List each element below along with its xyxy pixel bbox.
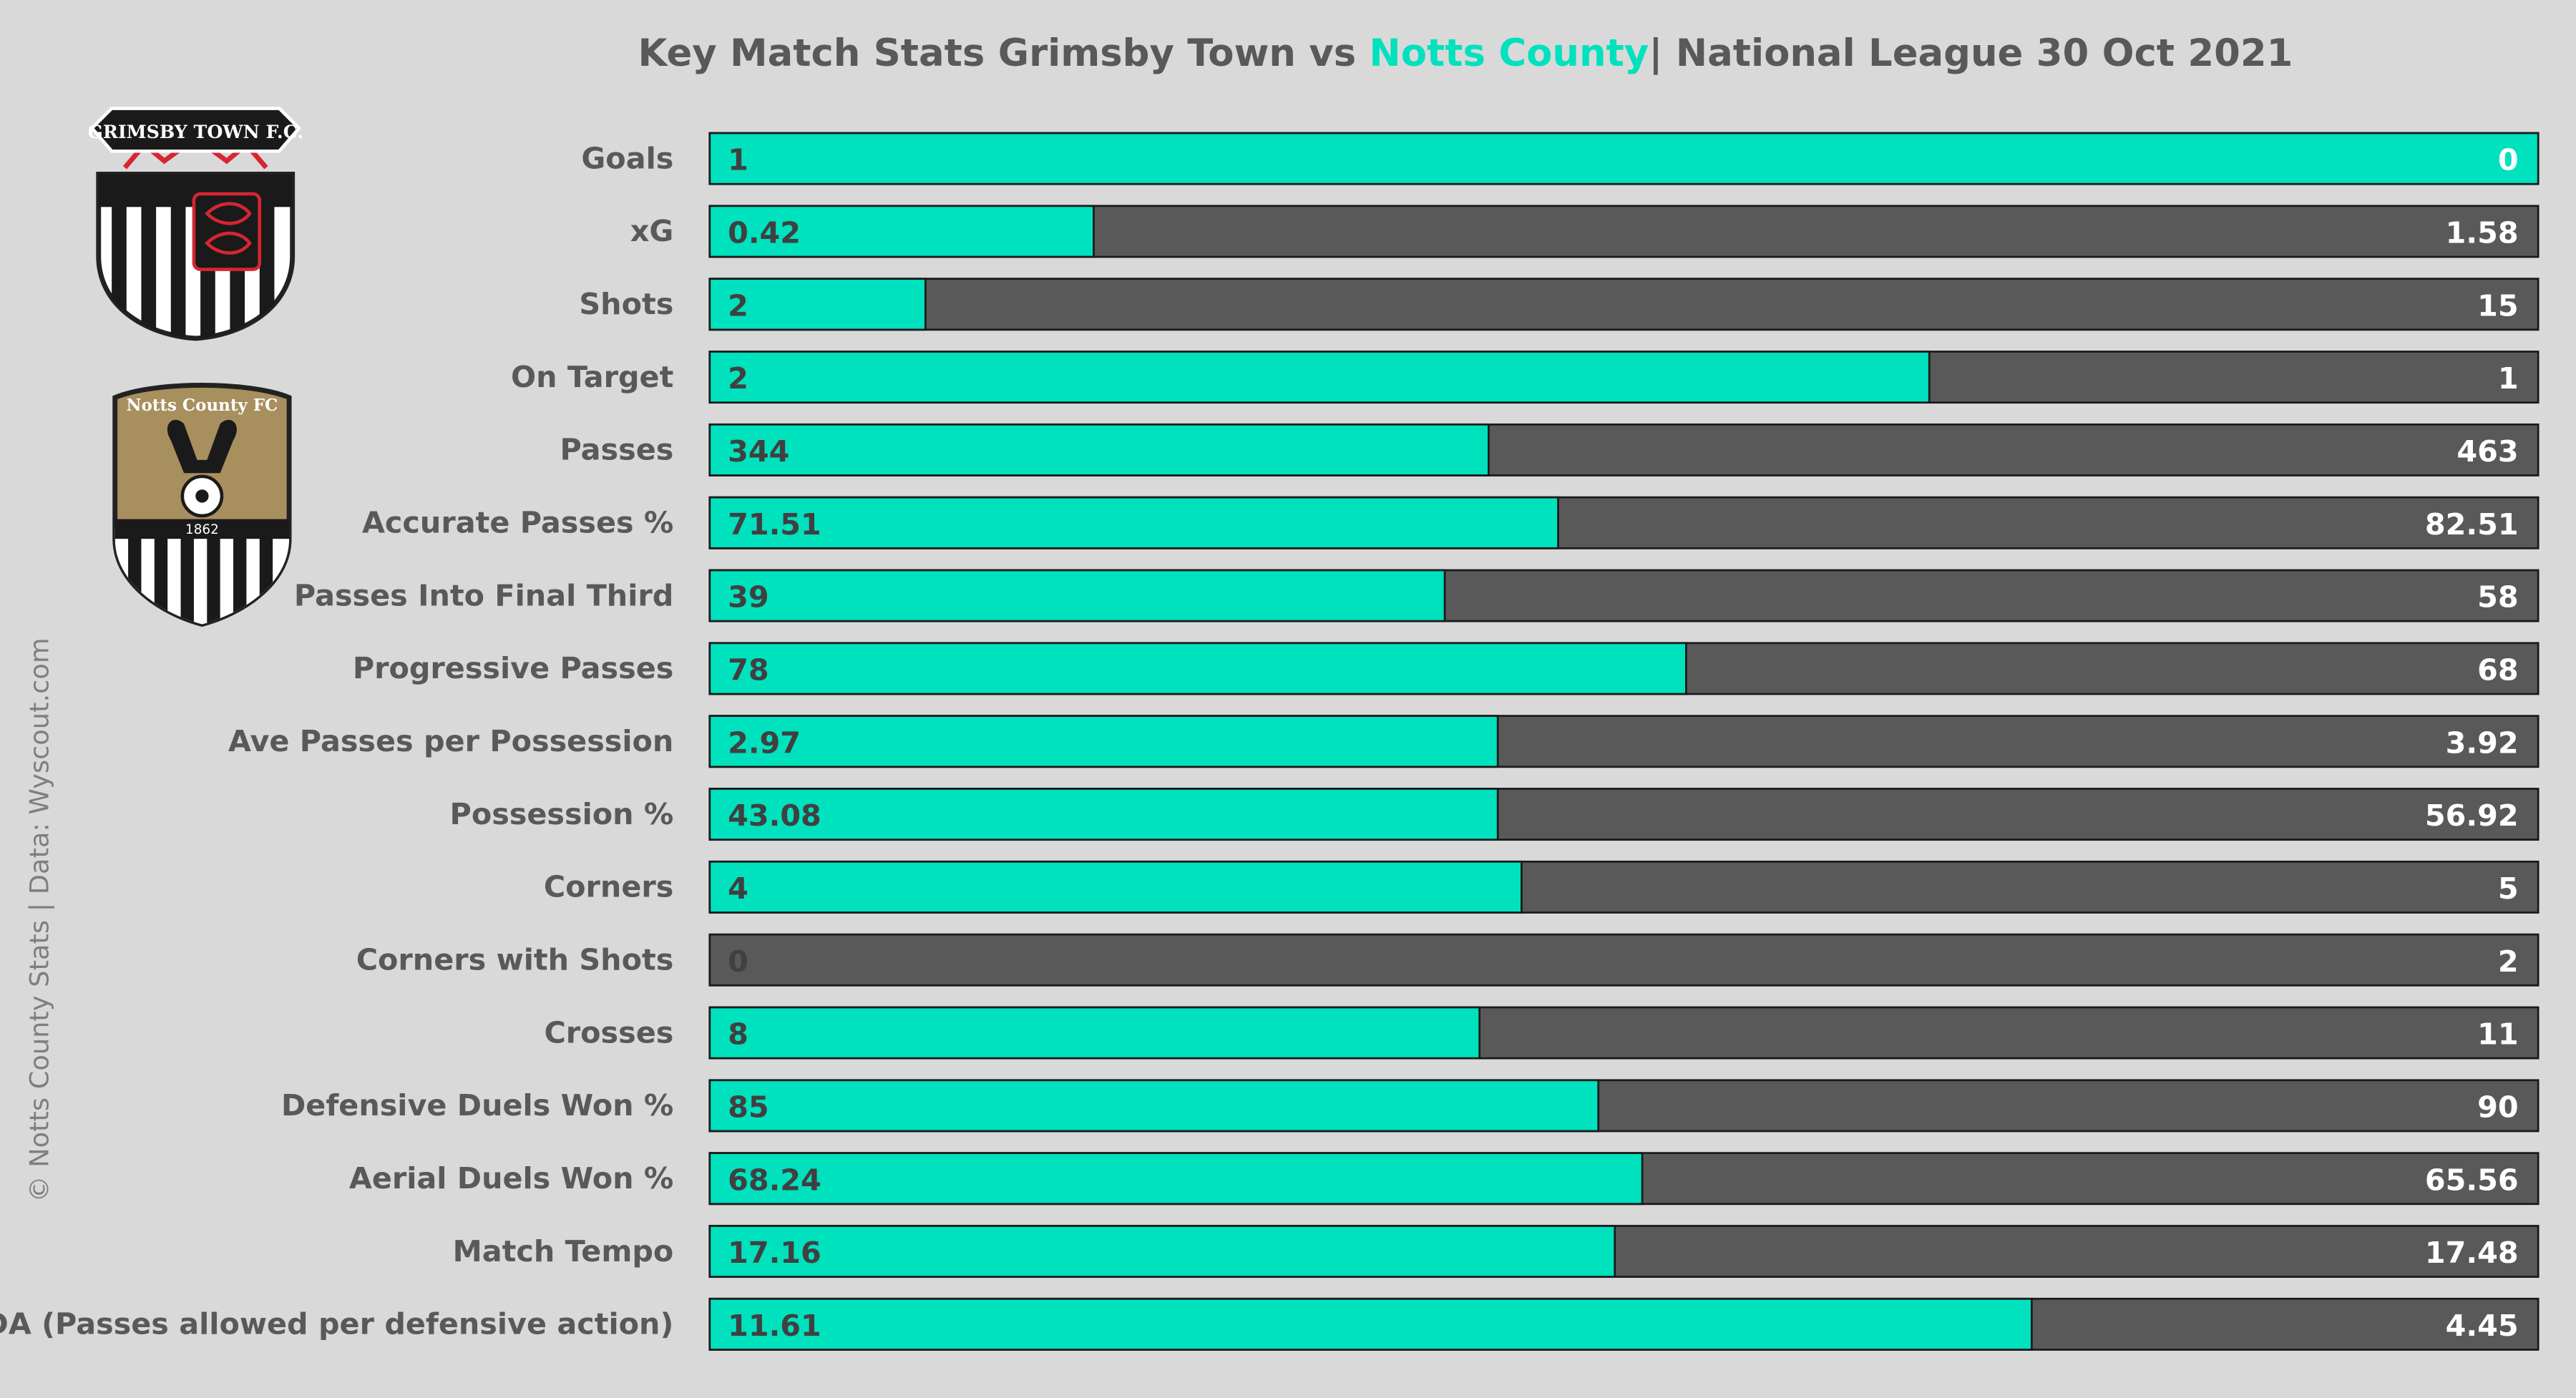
value-label-away: 17.48 — [2425, 1236, 2519, 1270]
value-label-away: 90 — [2477, 1090, 2518, 1124]
category-label: xG — [630, 214, 674, 248]
value-label-away: 1.58 — [2446, 215, 2519, 250]
value-label-away: 11 — [2477, 1017, 2518, 1052]
value-label-away: 15 — [2477, 288, 2518, 323]
category-label: Corners — [544, 870, 673, 904]
value-label-home: 71.51 — [728, 507, 821, 542]
value-label-home: 0 — [728, 944, 748, 979]
category-label: Passes Into Final Third — [294, 578, 673, 612]
value-label-away: 3.92 — [2446, 725, 2519, 760]
category-label: PPDA (Passes allowed per defensive actio… — [0, 1307, 673, 1341]
notts-crest-text: Notts County FC — [126, 396, 278, 415]
value-label-away: 1 — [2498, 361, 2519, 396]
category-label: Passes — [560, 433, 673, 467]
value-label-home: 85 — [728, 1090, 769, 1124]
category-label: Crosses — [544, 1015, 673, 1050]
value-label-away: 82.51 — [2425, 507, 2519, 542]
bar-home — [708, 132, 2540, 185]
value-label-home: 39 — [728, 580, 769, 615]
category-label: Progressive Passes — [353, 651, 673, 685]
value-label-home: 2 — [728, 361, 748, 396]
bar-home — [708, 1225, 1616, 1279]
bar-home — [708, 423, 1490, 476]
value-label-away: 4.45 — [2446, 1309, 2519, 1343]
grimsby-crest-text: GRIMSBY TOWN F.C. — [89, 121, 302, 142]
category-label: Accurate Passes % — [362, 506, 673, 540]
bar-home — [708, 205, 1095, 258]
bar-home — [708, 642, 1687, 695]
value-label-away: 463 — [2457, 434, 2518, 469]
title-highlight: Notts County — [1369, 32, 1649, 76]
category-label: Possession % — [450, 797, 674, 831]
value-label-home: 4 — [728, 871, 748, 906]
category-label: Defensive Duels Won % — [281, 1088, 673, 1123]
value-label-home: 8 — [728, 1017, 748, 1052]
notts-crest-year: 1862 — [185, 522, 219, 537]
category-label: Corners with Shots — [356, 943, 674, 977]
category-label: Goals — [581, 141, 673, 175]
bar-home — [708, 1006, 1481, 1060]
bar-home — [708, 496, 1559, 549]
value-label-home: 1 — [728, 143, 748, 177]
bar-away — [708, 933, 2540, 987]
value-label-away: 0 — [2498, 143, 2519, 177]
value-label-away: 58 — [2477, 580, 2518, 615]
value-label-home: 0.42 — [728, 215, 801, 250]
value-label-away: 65.56 — [2425, 1163, 2519, 1197]
value-label-away: 5 — [2498, 871, 2519, 906]
category-label: Ave Passes per Possession — [228, 724, 673, 758]
chart-title: Key Match Stats Grimsby Town vs Notts Co… — [542, 33, 2389, 76]
value-label-home: 2 — [728, 288, 748, 323]
bar-home — [708, 715, 1499, 768]
bar-home — [708, 1297, 2033, 1351]
category-label: On Target — [511, 360, 673, 394]
title-prefix: Key Match Stats Grimsby Town vs — [638, 32, 1370, 76]
value-label-home: 2.97 — [728, 725, 801, 760]
category-label: Match Tempo — [453, 1234, 674, 1269]
bar-home — [708, 788, 1499, 841]
category-label: Aerial Duels Won % — [349, 1161, 673, 1196]
value-label-home: 43.08 — [728, 798, 821, 833]
value-label-home: 78 — [728, 652, 769, 687]
value-label-away: 68 — [2477, 652, 2518, 687]
bar-away — [708, 278, 2540, 331]
bar-home — [708, 351, 1931, 404]
value-label-home: 11.61 — [728, 1309, 821, 1343]
bar-home — [708, 569, 1446, 622]
bar-home — [708, 1152, 1644, 1206]
bar-home — [708, 1079, 1600, 1133]
grimsby-town-fc-crest: GRIMSBY TOWN F.C. — [89, 107, 302, 341]
title-suffix: | National League 30 Oct 2021 — [1649, 32, 2293, 76]
value-label-away: 56.92 — [2425, 798, 2519, 833]
value-label-home: 344 — [728, 434, 789, 469]
notts-county-fc-crest: Notts County FC 1862 — [112, 382, 292, 627]
value-label-away: 2 — [2498, 944, 2519, 979]
value-label-home: 68.24 — [728, 1163, 821, 1197]
category-label: Shots — [579, 287, 673, 321]
bar-home — [708, 860, 1523, 914]
bar-home — [708, 278, 927, 331]
value-label-home: 17.16 — [728, 1236, 821, 1270]
